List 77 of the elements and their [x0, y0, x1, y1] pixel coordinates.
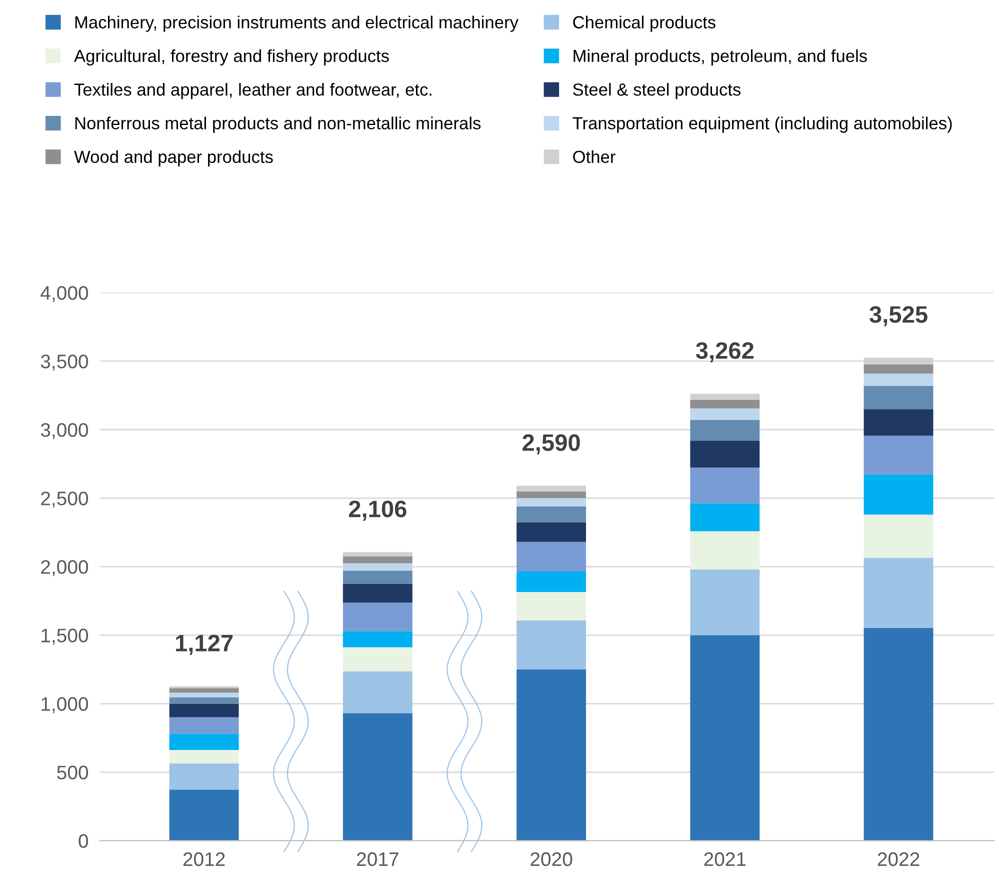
legend-label: Textiles and apparel, leather and footwear, etc.: [74, 82, 432, 100]
bar: [690, 531, 760, 570]
bar: [864, 373, 934, 386]
total-label: 3,262: [696, 342, 754, 362]
bar: [864, 514, 934, 558]
bar: [864, 628, 934, 841]
bar: [864, 409, 934, 436]
bar: [516, 592, 586, 620]
bar: [690, 394, 760, 400]
legend-label: Other: [573, 150, 616, 164]
y-tick-label: 3,500: [40, 354, 88, 371]
bar: [342, 563, 412, 571]
bar: [690, 400, 760, 408]
bar: [169, 790, 239, 841]
legend-label: Machinery, precision instruments and electrical machinery: [75, 16, 518, 32]
x-tick-label: 2021: [704, 852, 746, 866]
bar: [342, 552, 412, 557]
bar: [169, 697, 239, 704]
bar: [342, 556, 412, 564]
bar: [342, 713, 412, 841]
x-tick-label: 2020: [530, 852, 572, 866]
y-tick-label: 2,000: [41, 560, 88, 576]
y-tick-label: 1,000: [42, 697, 88, 714]
y-tick-label: 3,000: [40, 423, 88, 440]
y-tick-label: 4,000: [40, 286, 88, 302]
bar: [342, 584, 412, 603]
bar: [516, 491, 586, 498]
bar: [690, 503, 760, 532]
bar: [516, 571, 586, 592]
bar: [342, 631, 412, 648]
bar: [516, 506, 586, 522]
y-tick-label: 1,500: [42, 628, 88, 645]
bar: [864, 474, 934, 515]
legend-label: Nonferrous metal products and non-metallic minerals: [75, 116, 481, 133]
bar: [690, 408, 760, 420]
bar: [516, 620, 586, 670]
bar: [516, 542, 586, 572]
x-tick-label: 2017: [357, 852, 398, 866]
bar: [690, 440, 760, 468]
bar: [690, 420, 760, 441]
bar: [516, 486, 586, 492]
bar: [342, 570, 412, 584]
bar: [690, 570, 760, 636]
total-label: 2,106: [348, 500, 406, 521]
x-tick-label: 2012: [183, 852, 225, 866]
legend-label: Steel & steel products: [573, 82, 741, 100]
legend-label: Chemical products: [573, 16, 716, 32]
bar: [690, 635, 760, 841]
legend-label: Mineral products, petroleum, and fuels: [574, 49, 867, 66]
y-tick-label: 0: [78, 834, 88, 848]
bar: [516, 498, 586, 506]
bar: [342, 671, 412, 714]
bar: [169, 704, 239, 718]
y-tick-label: 500: [57, 766, 88, 780]
bar: [169, 692, 239, 698]
bar: [864, 436, 934, 474]
bar: [516, 670, 586, 841]
bar: [864, 386, 934, 410]
bar: [690, 468, 760, 504]
bar: [169, 750, 239, 764]
bar: [169, 688, 239, 693]
bar: [342, 602, 412, 632]
bar: [342, 647, 412, 672]
bar: [169, 734, 239, 750]
bar: [516, 522, 586, 542]
legend-label: Wood and paper products: [74, 150, 273, 166]
total-label: 3,525: [870, 306, 928, 326]
total-label: 1,127: [176, 634, 233, 655]
legend-label: Agricultural, forestry and fishery products: [74, 49, 389, 66]
bar: [169, 717, 239, 734]
bar: [864, 364, 934, 374]
y-tick-label: 2,500: [41, 492, 88, 508]
x-tick-label: 2022: [878, 852, 920, 866]
total-label: 2,590: [522, 434, 580, 454]
bar: [864, 558, 934, 628]
legend-label: Transportation equipment (including automobiles): [572, 116, 952, 133]
bar: [169, 764, 239, 790]
